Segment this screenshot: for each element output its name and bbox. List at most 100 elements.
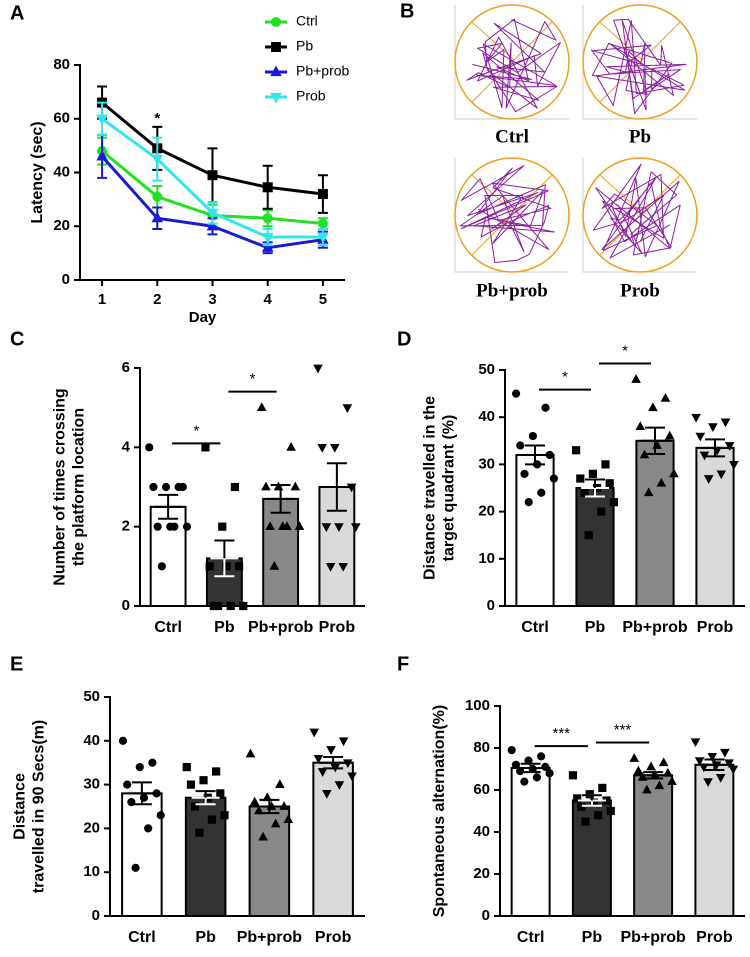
pool: [454, 4, 570, 120]
x-tick-label: Pb+prob: [622, 619, 688, 636]
data-point: [153, 522, 162, 531]
data-point: [334, 781, 345, 790]
point: [317, 189, 328, 199]
data-point: [131, 863, 140, 872]
x-tick-label: 3: [208, 291, 216, 308]
panel-label: B: [400, 0, 414, 22]
pool: [454, 157, 570, 273]
data-point: [256, 402, 267, 412]
swim-track: [466, 18, 561, 113]
error-bar: [700, 758, 729, 772]
data-point: [220, 811, 229, 820]
error-bar: [319, 756, 348, 770]
y-tick-label: 80: [53, 56, 70, 73]
legend-marker: [270, 92, 282, 104]
x-tick-label: Prob: [697, 619, 734, 636]
y-tick-label: 40: [53, 163, 70, 180]
frame: [454, 158, 569, 273]
data-point: [703, 778, 713, 787]
significance-label: *: [562, 369, 568, 386]
data-point: [338, 737, 349, 747]
data-point: [524, 498, 533, 507]
data-point: [283, 814, 294, 824]
y-axis-label: Spontaneous alternation(%): [431, 705, 448, 917]
y-axis-label: travelled in 90 Secs(m): [31, 720, 48, 893]
data-point: [541, 403, 550, 412]
y-tick-label: 50: [478, 361, 495, 378]
data-point: [580, 488, 589, 497]
data-point: [581, 817, 590, 826]
data-point: [703, 475, 714, 484]
y-tick-label: 30: [478, 455, 495, 472]
y-tick-label: 60: [473, 781, 490, 798]
data-point: [597, 507, 606, 516]
x-tick-label: Pb+prob: [237, 929, 303, 946]
y-axis-label: Distance travelled in the: [422, 396, 439, 580]
data-point: [118, 736, 128, 745]
y-tick-label: 0: [482, 907, 490, 924]
data-point: [249, 796, 260, 806]
data-point: [724, 442, 735, 451]
track-caption: Ctrl: [495, 126, 529, 147]
data-point: [199, 776, 208, 785]
point: [262, 213, 273, 224]
data-point: [690, 738, 701, 748]
data-point: [520, 777, 529, 786]
significance-label: *: [193, 422, 199, 439]
data-point: [201, 443, 210, 452]
panel-label: D: [397, 328, 411, 350]
pool: [582, 4, 698, 120]
y-tick-label: 20: [53, 217, 70, 234]
data-point: [512, 389, 521, 398]
data-point: [605, 479, 614, 488]
y-axis-label: target quadrant (%): [441, 415, 458, 562]
error-bar-top: [585, 478, 605, 488]
data-point: [516, 441, 525, 450]
data-point: [322, 789, 332, 799]
data-point: [254, 805, 264, 815]
data-point: [207, 815, 217, 824]
data-point: [212, 767, 221, 776]
bar: [312, 761, 354, 918]
data-point: [350, 523, 361, 533]
data-point: [642, 784, 652, 794]
point: [262, 182, 273, 193]
error-bar-top: [195, 790, 216, 798]
data-point: [729, 461, 739, 470]
x-tick-label: Prob: [696, 929, 733, 946]
bar: [510, 766, 551, 918]
data-point: [161, 482, 171, 492]
data-point: [182, 522, 192, 531]
error-bar: [322, 462, 351, 512]
frame: [454, 5, 569, 120]
data-point: [191, 802, 200, 811]
data-point: [258, 831, 268, 841]
swim-track: [592, 163, 681, 259]
bar: [633, 774, 674, 917]
y-tick-label: 0: [62, 271, 70, 288]
y-tick-label: 20: [473, 865, 490, 882]
x-tick-label: Ctrl: [521, 619, 549, 636]
panel-label: A: [10, 2, 24, 24]
x-tick-label: Prob: [315, 929, 352, 946]
data-point: [520, 469, 529, 478]
data-point: [643, 487, 654, 497]
data-point: [629, 753, 640, 762]
bar: [262, 497, 300, 607]
data-point: [325, 562, 336, 572]
legend-label: Pb+prob: [296, 63, 350, 79]
error-bar: [516, 762, 545, 774]
y-tick-label: 80: [473, 739, 490, 756]
data-point: [707, 753, 718, 762]
x-tick-label: Ctrl: [128, 929, 156, 946]
data-point: [507, 746, 516, 755]
bar: [571, 799, 612, 917]
data-point: [660, 392, 671, 402]
data-point: [186, 780, 196, 789]
error-bar: [701, 438, 729, 458]
point: [96, 149, 108, 161]
significance-label: ***: [552, 725, 570, 742]
data-point: [282, 521, 292, 531]
data-point: [646, 761, 656, 771]
data-point: [656, 477, 667, 487]
